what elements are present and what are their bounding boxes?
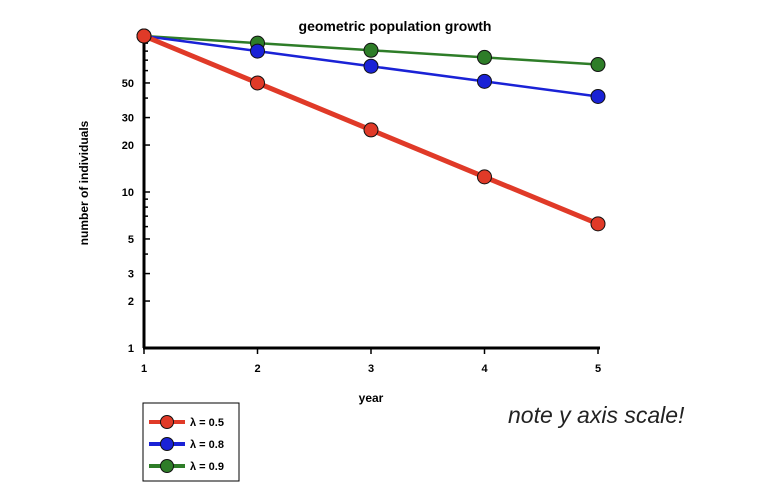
- y-tick-label: 10: [122, 187, 134, 199]
- x-tick-label: 3: [368, 363, 374, 375]
- legend-label-2: λ = 0.8: [190, 439, 224, 451]
- x-axis-label: year: [359, 391, 384, 405]
- legend-marker-3: [160, 459, 174, 473]
- note-y-axis-scale: note y axis scale!: [508, 402, 685, 428]
- x-tick-label: 1: [141, 363, 147, 375]
- series-3-point: [363, 42, 379, 58]
- y-axis-label: number of individuals: [77, 120, 91, 245]
- y-tick-label: 50: [122, 78, 134, 90]
- series-1-point: [250, 75, 265, 91]
- series-1-point: [590, 216, 606, 232]
- series-3-point: [477, 49, 492, 65]
- legend-marker-1: [160, 415, 174, 429]
- y-tick-label: 20: [122, 140, 134, 152]
- y-tick-label: 5: [128, 234, 134, 246]
- series-2-point: [477, 73, 492, 89]
- y-ticks: 1 2 3 5 10 20 30 50: [122, 35, 150, 355]
- series-1-point: [477, 169, 492, 185]
- series-2-point: [590, 88, 606, 104]
- series-1-point: [363, 122, 379, 138]
- y-tick-label: 2: [128, 296, 134, 308]
- x-ticks: 1 2 3 4 5: [141, 348, 601, 375]
- series-2-point: [250, 43, 265, 59]
- x-tick-label: 4: [481, 363, 488, 375]
- series-2-point: [363, 58, 379, 74]
- x-tick-label: 2: [254, 363, 260, 375]
- chart-title: geometric population growth: [299, 18, 492, 34]
- x-tick-label: 5: [595, 363, 601, 375]
- legend-label-1: λ = 0.5: [190, 417, 224, 429]
- legend: λ = 0.5 λ = 0.8 λ = 0.9: [142, 402, 240, 482]
- legend-marker-2: [160, 437, 174, 451]
- series-3-point: [590, 57, 606, 73]
- y-tick-label: 3: [128, 269, 134, 281]
- y-tick-label: 1: [128, 343, 134, 355]
- series-1-point: [136, 28, 152, 44]
- legend-label-3: λ = 0.9: [190, 461, 224, 473]
- y-tick-label: 30: [122, 113, 134, 125]
- series-layer: [136, 28, 606, 232]
